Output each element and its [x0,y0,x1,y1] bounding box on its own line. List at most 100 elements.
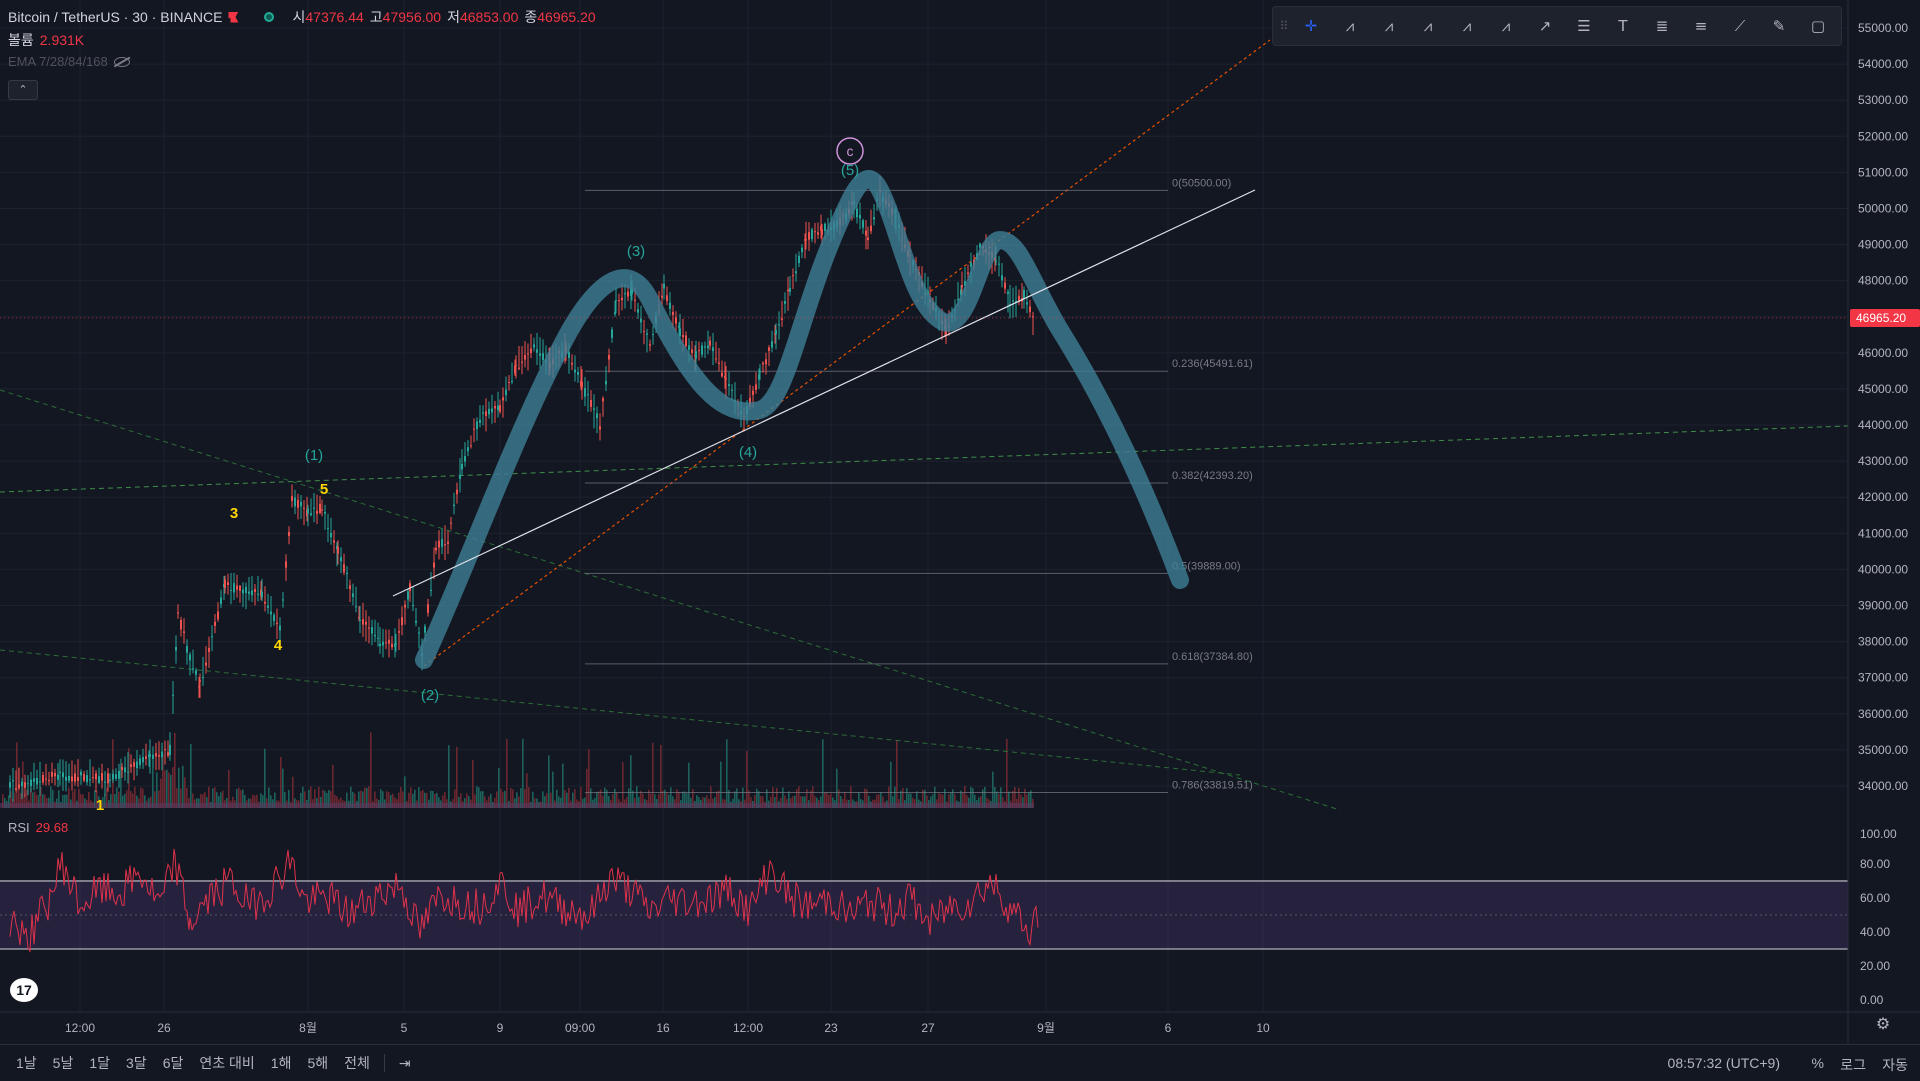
volume-bar [186,787,188,808]
candle-body [382,641,384,646]
pitchfork-icon[interactable]: ⟋ [1734,17,1746,35]
wave-abcde-icon[interactable]: ⩘ [1423,17,1433,35]
volume-bar [388,792,390,808]
candle-body [518,367,520,369]
candle-body [155,753,157,757]
volume-bar [998,793,1000,808]
volume-bar [398,792,400,808]
volume-bar [454,789,456,808]
candle-body [798,255,800,263]
candle-body [611,329,613,338]
volume-bar [890,761,892,808]
fib-channel-icon[interactable]: ≣ [1655,17,1669,35]
candle-body [104,781,106,783]
tradingview-logo-icon[interactable]: 17 [10,978,38,1002]
range-3m-button[interactable]: 3달 [126,1055,147,1071]
candle-body [133,762,135,767]
range-all-button[interactable]: 전체 [344,1055,370,1071]
candle-body [59,771,61,773]
clock[interactable]: 08:57:32 (UTC+9) [1667,1055,1780,1071]
volume-bar [254,795,256,808]
rectangle-icon[interactable]: ▢ [1810,17,1826,35]
fib-extension-icon[interactable]: ≡ [1694,17,1708,35]
candle-body [36,778,38,785]
fib-retracement-icon[interactable]: ☰ [1577,17,1591,35]
volume-bar [504,790,506,808]
volume-bar [292,776,294,808]
chart-canvas[interactable]: 0(50500.00) 0.236(45491.61) 0.382(42393.20… [0,0,1920,1044]
volume-bar [52,790,54,808]
percent-button[interactable]: % [1811,1055,1824,1071]
goto-date-icon[interactable]: ⇥ [398,1054,411,1071]
range-5d-button[interactable]: 5날 [52,1055,74,1071]
flag-icon[interactable] [228,11,239,23]
volume-bar [64,794,66,808]
last-price-tag [1850,309,1920,328]
wave-wxyxz-icon[interactable]: ⩘ [1501,17,1511,35]
path-icon[interactable]: ↗ [1538,17,1552,35]
range-1m-button[interactable]: 1달 [89,1055,111,1071]
volume-bar [270,795,272,808]
brush-icon[interactable]: ✎ [1772,17,1786,35]
volume-bar [332,764,334,808]
range-1y-button[interactable]: 1해 [270,1055,292,1071]
candle-body [118,771,120,779]
range-6m-button[interactable]: 6달 [162,1055,184,1071]
volume-bar [612,794,614,808]
volume-bar [172,767,174,808]
volume-bar [792,796,794,808]
volume-bar [720,761,722,808]
volume-bar [24,793,26,808]
drawing-toolbar: ⠿ ✛ ⩘ ⩘ ⩘ ⩘ ⩘ ↗ ☰ T ≣ ≡ ⟋ ✎ ▢ [1272,6,1842,46]
candle-body [251,590,253,596]
volume-bar [882,796,884,808]
wave-wxy-icon[interactable]: ⩘ [1462,17,1472,35]
rsi-title[interactable]: RSI [8,820,30,835]
volume-bar [682,791,684,808]
candle-body [646,333,648,335]
volume-bar [434,793,436,808]
range-5y-button[interactable]: 5해 [307,1055,329,1071]
volume-bar [776,787,778,808]
gear-icon[interactable]: ⚙ [1875,1016,1891,1033]
candle-body [634,299,636,301]
range-ytd-button[interactable]: 연초 대비 [199,1055,255,1071]
grip-icon[interactable]: ⠿ [1279,19,1289,33]
volume-bar [488,796,490,808]
candle-body [433,562,435,568]
collapse-legend-button[interactable]: ⌃ [8,80,38,100]
price-tick: 53000.00 [1858,93,1908,107]
wave-abc-icon[interactable]: ⩘ [1384,17,1394,35]
price-tick: 36000.00 [1858,707,1908,721]
symbol-title[interactable]: Bitcoin / TetherUS · 30 · BINANCE [8,9,223,25]
fib-level-label: 0.5(39889.00) [1172,560,1241,572]
range-1d-button[interactable]: 1날 [16,1055,37,1071]
candle-body [51,771,53,777]
volume-bar [964,786,966,808]
log-button[interactable]: 로그 [1840,1057,1866,1073]
volume-bar [746,750,748,808]
volume-bar [754,795,756,808]
candle-body [762,362,764,365]
volume-bar [696,795,698,808]
candle-body [343,564,345,573]
volume-bar [978,797,980,808]
ema-label[interactable]: EMA 7/28/84/168 [8,54,108,69]
candle-body [450,522,452,524]
crosshair-icon[interactable]: ✛ [1304,17,1318,35]
hidden-eye-icon[interactable] [113,57,130,67]
volume-bar [806,789,808,808]
volume-bar [422,789,424,808]
wave-12345-icon[interactable]: ⩘ [1345,17,1355,35]
candle-body [415,620,417,623]
volume-bar [698,797,700,808]
auto-button[interactable]: 자동 [1882,1057,1908,1073]
candle-body [1023,289,1025,299]
volume-bar [772,787,774,808]
volume-bar [902,788,904,808]
candle-body [136,761,138,768]
candle-body [945,329,947,335]
grid-lines [0,0,1848,1012]
text-icon[interactable]: T [1618,17,1628,35]
candle-body [459,474,461,479]
